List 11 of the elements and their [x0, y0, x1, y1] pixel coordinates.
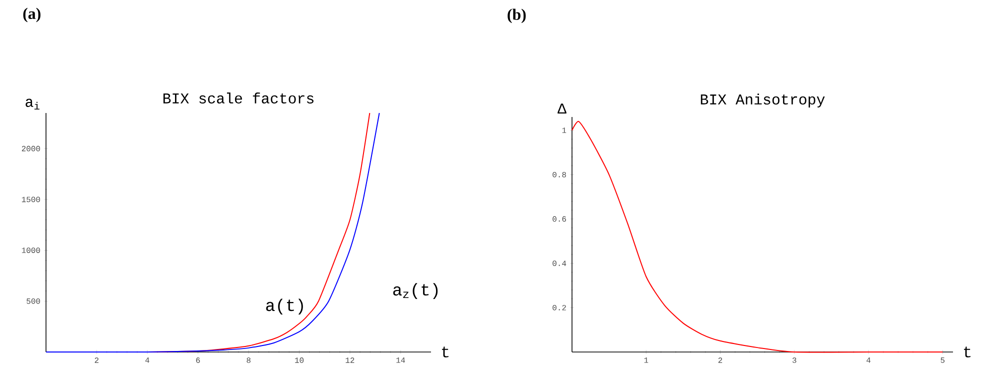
text: (a)	[23, 8, 40, 22]
x-axis-title: t	[964, 346, 970, 358]
annotation: a$_{z}$(t)	[393, 283, 438, 299]
line-series	[572, 120, 944, 353]
x-axis-title: t	[442, 346, 448, 358]
chart-title: BIX Anisotropy	[700, 94, 825, 108]
y-axis-title: Δ	[558, 104, 566, 114]
y-axis-title: a$_{i}$	[26, 98, 40, 110]
annotation: a(t)	[266, 298, 303, 314]
chart-title: BIX scale factors	[163, 92, 314, 104]
text: (b)	[508, 8, 526, 24]
